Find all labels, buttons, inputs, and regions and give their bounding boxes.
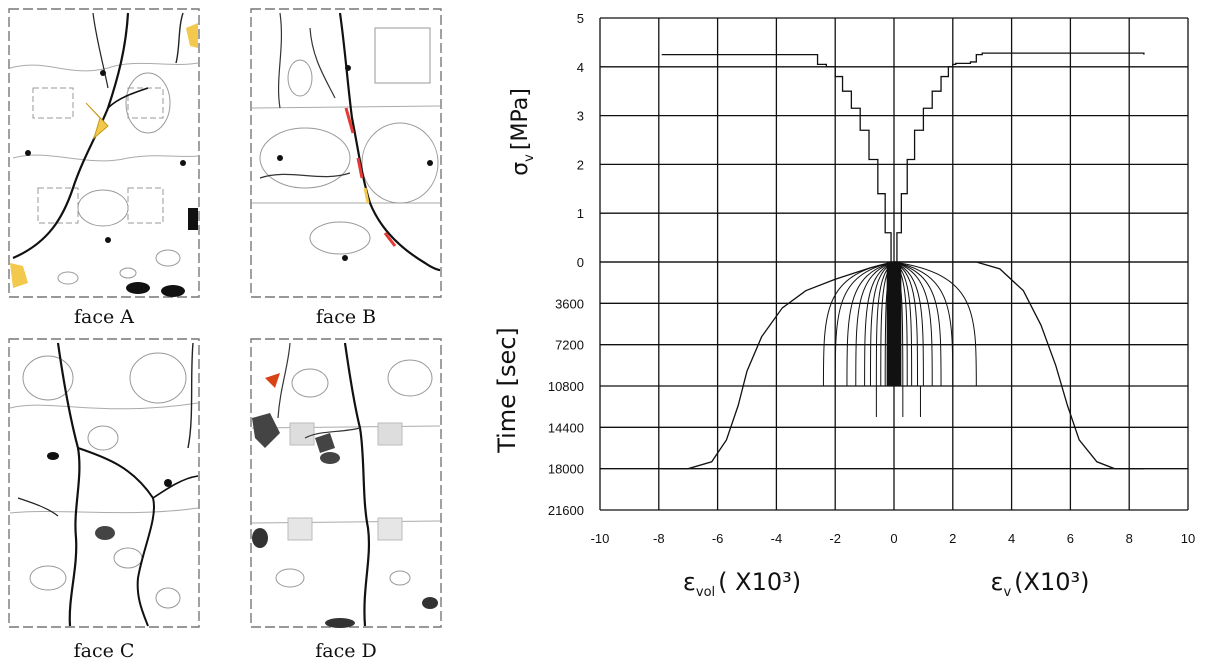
- lower-band-curve: [893, 261, 933, 387]
- upper-y-tick-label: 3: [577, 109, 584, 124]
- lower-y-tick-label: 3600: [555, 296, 584, 311]
- face-d-caption: face D: [315, 640, 377, 662]
- lower-y-tick-label: 18000: [548, 462, 584, 477]
- lower-band-curve: [893, 261, 954, 387]
- upper-y-axis-label: σv[MPa]: [508, 88, 537, 176]
- lower-band-curve: [893, 261, 942, 387]
- lower-time-curve: [894, 261, 1144, 470]
- face-c-crack-map: [8, 338, 200, 628]
- lower-band-curve: [822, 261, 895, 387]
- face-b-crack-map: [250, 8, 442, 298]
- upper-stress-curve: [894, 52, 1145, 263]
- lower-band-curve: [855, 261, 895, 387]
- face-c-panel: [8, 338, 200, 632]
- face-a-crack-map: [8, 8, 200, 298]
- face-a-caption: face A: [73, 306, 134, 328]
- upper-y-tick-label: 4: [577, 60, 584, 75]
- x-axis-label-right: εv (X10³): [990, 568, 1089, 600]
- x-tick-label: 10: [1181, 531, 1195, 546]
- x-tick-label: -6: [712, 531, 724, 546]
- face-d-crack-map: [250, 338, 442, 628]
- upper-y-tick-label: 0: [577, 255, 584, 270]
- lower-time-curve: [661, 261, 895, 470]
- lower-band-curve: [834, 261, 895, 387]
- x-tick-label: 8: [1126, 531, 1133, 546]
- upper-stress-curve: [661, 53, 894, 263]
- chart-series: [661, 52, 1145, 470]
- face-b-caption: face B: [315, 306, 377, 328]
- chart-ticks: -10 -8 -6 -4 -2 0 2 4 6 8 10 0 1 2 3 4 5 3600 7200 10800 144…: [548, 11, 1195, 546]
- x-tick-label: 2: [949, 531, 956, 546]
- lower-y-axis-label: Time [sec]: [493, 327, 521, 454]
- face-d-panel: [250, 338, 442, 632]
- lower-band-curve: [846, 261, 895, 387]
- lower-y-tick-label: 14400: [548, 420, 584, 435]
- x-tick-label: 6: [1067, 531, 1074, 546]
- face-c-caption: face C: [73, 640, 135, 662]
- x-tick-label: 4: [1008, 531, 1015, 546]
- x-tick-label: -8: [653, 531, 665, 546]
- lower-dense-band: [886, 262, 902, 386]
- x-tick-label: -2: [829, 531, 841, 546]
- x-tick-label: 0: [890, 531, 897, 546]
- face-a-panel: [8, 8, 200, 302]
- x-tick-label: -10: [591, 531, 610, 546]
- lower-y-tick-label: 10800: [548, 379, 584, 394]
- lower-band-curve: [893, 261, 924, 387]
- lower-band-curve: [864, 261, 895, 387]
- upper-y-tick-label: 5: [577, 11, 584, 26]
- x-tick-label: -4: [771, 531, 783, 546]
- face-b-panel: [250, 8, 442, 302]
- lower-y-tick-label: 21600: [548, 503, 584, 518]
- upper-y-tick-label: 1: [577, 206, 584, 221]
- lower-band-curve: [893, 261, 977, 387]
- x-axis-label-left: εvol( X10³): [683, 568, 801, 600]
- upper-y-tick-label: 2: [577, 157, 584, 172]
- lower-y-tick-label: 7200: [555, 338, 584, 353]
